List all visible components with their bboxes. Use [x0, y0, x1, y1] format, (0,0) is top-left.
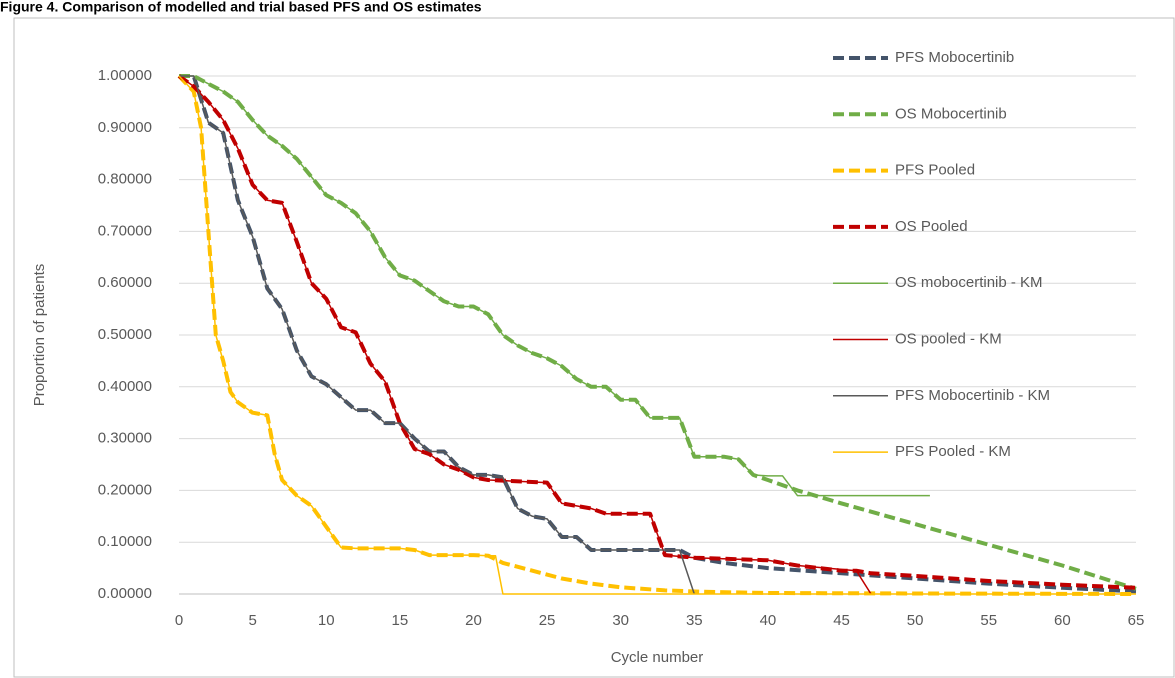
legend-label: PFS Pooled [895, 162, 975, 179]
y-tick-label: 1.00000 [98, 67, 152, 84]
x-tick-label: 60 [1054, 612, 1071, 629]
x-tick-label: 0 [175, 612, 183, 629]
legend-label: OS Pooled [895, 218, 968, 235]
x-axis-label: Cycle number [611, 649, 704, 666]
x-tick-label: 40 [760, 612, 777, 629]
x-tick-label: 15 [392, 612, 409, 629]
legend-label: PFS Pooled - KM [895, 443, 1011, 460]
y-tick-label: 0.10000 [98, 533, 152, 550]
series-line [179, 74, 1137, 594]
y-tick-label: 0.30000 [98, 430, 152, 447]
y-tick-label: 0.80000 [98, 171, 152, 188]
x-tick-label: 5 [248, 612, 256, 629]
legend-label: OS mobocertinib - KM [895, 274, 1043, 291]
x-tick-label: 45 [833, 612, 850, 629]
x-tick-label: 30 [612, 612, 629, 629]
y-tick-label: 0.20000 [98, 481, 152, 498]
x-tick-label: 10 [318, 612, 335, 629]
y-tick-label: 0.50000 [98, 326, 152, 343]
x-tick-label: 55 [980, 612, 997, 629]
series-line [179, 75, 696, 595]
chart-title: Figure 4. Comparison of modelled and tri… [0, 0, 482, 15]
x-tick-label: 25 [539, 612, 556, 629]
y-tick-label: 0.40000 [98, 378, 152, 395]
x-tick-label: 20 [465, 612, 482, 629]
y-tick-label: 0.00000 [98, 585, 152, 602]
x-tick-label: 35 [686, 612, 703, 629]
y-tick-label: 0.60000 [98, 274, 152, 291]
y-axis-label: Proportion of patients [31, 264, 48, 407]
series-line [178, 75, 872, 595]
x-tick-label: 65 [1128, 612, 1145, 629]
series-line [179, 75, 930, 497]
series-line [178, 75, 1136, 595]
legend-label: OS pooled - KM [895, 330, 1002, 347]
legend-label: PFS Mobocertinib [895, 49, 1014, 66]
legend-label: PFS Mobocertinib - KM [895, 387, 1050, 404]
x-tick-label: 50 [907, 612, 924, 629]
y-tick-label: 0.70000 [98, 222, 152, 239]
y-tick-label: 0.90000 [98, 119, 152, 136]
legend-label: OS Mobocertinib [895, 105, 1007, 122]
